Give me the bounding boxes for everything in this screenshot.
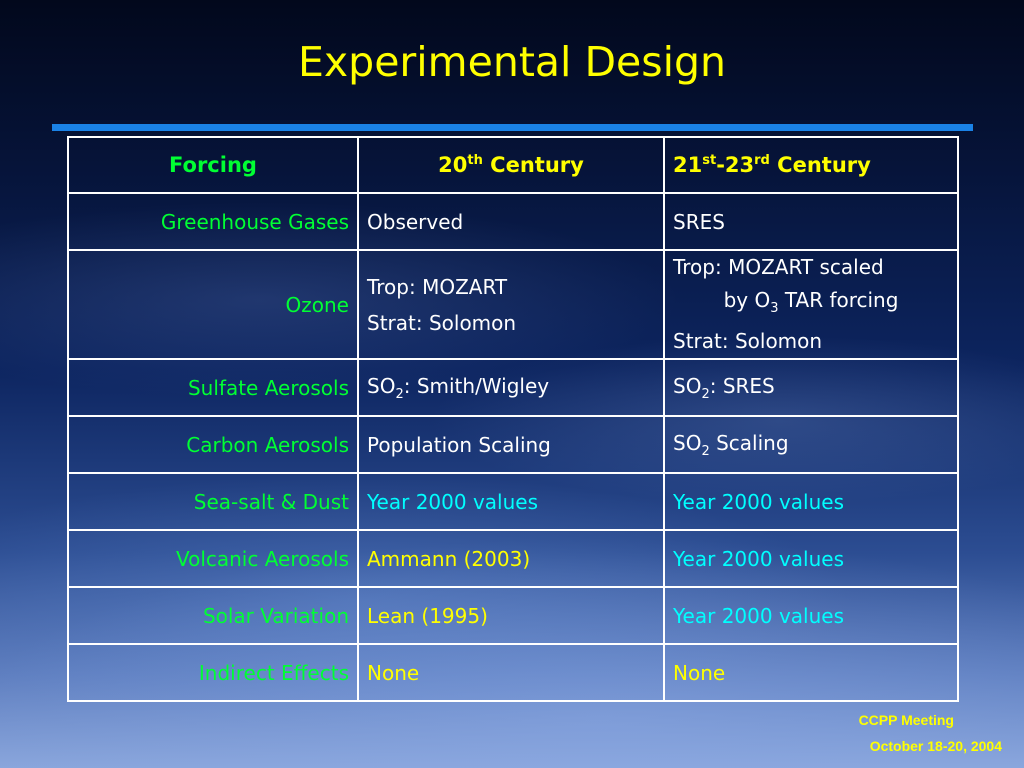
table-row: Greenhouse Gases Observed SRES xyxy=(67,192,959,251)
row-label-greenhouse-gases: Greenhouse Gases xyxy=(67,192,359,251)
row-label-sea-salt-dust: Sea-salt & Dust xyxy=(67,472,359,531)
table-row: Ozone Trop: MOZART Strat: Solomon Trop: … xyxy=(67,249,959,360)
cell-sulfate-20th: SO2: Smith/Wigley xyxy=(357,358,665,417)
experimental-design-table: Forcing 20th Century 21st-23rd Century G… xyxy=(67,136,959,702)
row-label-volcanic-aerosols: Volcanic Aerosols xyxy=(67,529,359,588)
header-21st-23rd-century: 21st-23rd Century xyxy=(663,136,959,194)
row-label-ozone: Ozone xyxy=(67,249,359,360)
table-row: Indirect Effects None None xyxy=(67,643,959,702)
cell-line: Strat: Solomon xyxy=(367,310,517,335)
cell-carbon-21st: SO2 Scaling xyxy=(663,415,959,474)
cell-solar-21st: Year 2000 values xyxy=(663,586,959,645)
cell-line: Strat: Solomon xyxy=(673,329,823,353)
footer-meeting-name: CCPP Meeting xyxy=(858,712,954,728)
table-header-row: Forcing 20th Century 21st-23rd Century xyxy=(67,136,959,194)
table-row: Carbon Aerosols Population Scaling SO2 S… xyxy=(67,415,959,474)
cell-line: Trop: MOZART xyxy=(367,274,508,299)
header-forcing: Forcing xyxy=(67,136,359,194)
footer-meeting-date: October 18-20, 2004 xyxy=(869,738,1002,754)
table-row: Sulfate Aerosols SO2: Smith/Wigley SO2: … xyxy=(67,358,959,417)
cell-solar-20th: Lean (1995) xyxy=(357,586,665,645)
title-divider xyxy=(52,124,973,131)
row-label-carbon-aerosols: Carbon Aerosols xyxy=(67,415,359,474)
cell-line: Trop: MOZART scaled xyxy=(673,255,884,279)
header-20th-century: 20th Century xyxy=(357,136,665,194)
cell-volcanic-20th: Ammann (2003) xyxy=(357,529,665,588)
cell-ghg-20th: Observed xyxy=(357,192,665,251)
cell-seasalt-21st: Year 2000 values xyxy=(663,472,959,531)
cell-volcanic-21st: Year 2000 values xyxy=(663,529,959,588)
cell-ozone-21st: Trop: MOZART scaled by O3 TAR forcing St… xyxy=(663,249,959,360)
cell-indirect-20th: None xyxy=(357,643,665,702)
row-label-solar-variation: Solar Variation xyxy=(67,586,359,645)
row-label-sulfate-aerosols: Sulfate Aerosols xyxy=(67,358,359,417)
slide-title: Experimental Design xyxy=(298,38,726,86)
cell-line: by O3 TAR forcing xyxy=(723,288,899,316)
cell-seasalt-20th: Year 2000 values xyxy=(357,472,665,531)
cell-indirect-21st: None xyxy=(663,643,959,702)
cell-ghg-21st: SRES xyxy=(663,192,959,251)
table-row: Volcanic Aerosols Ammann (2003) Year 200… xyxy=(67,529,959,588)
cell-sulfate-21st: SO2: SRES xyxy=(663,358,959,417)
cell-ozone-20th: Trop: MOZART Strat: Solomon xyxy=(357,249,665,360)
row-label-indirect-effects: Indirect Effects xyxy=(67,643,359,702)
table-row: Solar Variation Lean (1995) Year 2000 va… xyxy=(67,586,959,645)
cell-carbon-20th: Population Scaling xyxy=(357,415,665,474)
table-row: Sea-salt & Dust Year 2000 values Year 20… xyxy=(67,472,959,531)
